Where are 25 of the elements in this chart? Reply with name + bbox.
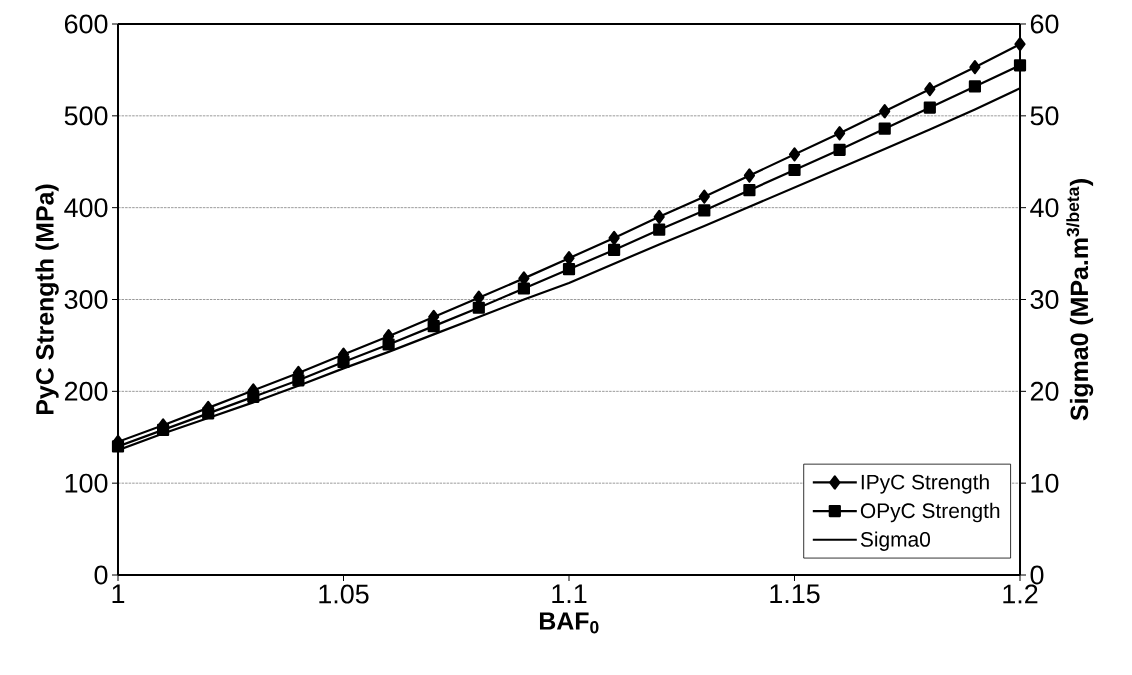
legend-label: Sigma0 (860, 531, 931, 551)
y-axis-title: PyC Strength (MPa) (35, 184, 59, 415)
x-tick-label: 1.1 (552, 584, 587, 604)
x-tick-label: 1 (112, 584, 125, 604)
y-tick-label: 600 (64, 14, 108, 34)
y2-tick-label: 10 (1031, 473, 1059, 493)
y-tick-label: 0 (94, 565, 108, 585)
y2-axis-title: Sigma0 (MPa.m$^{3/beta}$) (1066, 179, 1094, 421)
y-tick-label: 200 (64, 381, 108, 401)
y-tick-label: 100 (65, 473, 108, 493)
y2-tick-label: 0 (1030, 565, 1044, 585)
x-tick-label: 1.05 (319, 584, 369, 604)
y2-tick-label: 60 (1030, 14, 1059, 34)
y2-tick-label: 20 (1030, 381, 1059, 401)
y2-tick-label: 30 (1030, 289, 1059, 310)
legend-label: IPyC Strength (861, 474, 989, 494)
x-tick-label: 1.2 (1003, 584, 1038, 604)
x-tick-label: 1.15 (770, 584, 820, 604)
y2-tick-label: 40 (1030, 198, 1059, 218)
y-tick-label: 400 (64, 198, 108, 218)
y-tick-label: 500 (64, 106, 108, 126)
y-tick-label: 300 (64, 289, 108, 310)
legend-label: OPyC Strength (860, 502, 1000, 523)
x-axis-title: BAF$_{0}$ (539, 612, 599, 634)
y2-tick-label: 50 (1030, 106, 1059, 126)
